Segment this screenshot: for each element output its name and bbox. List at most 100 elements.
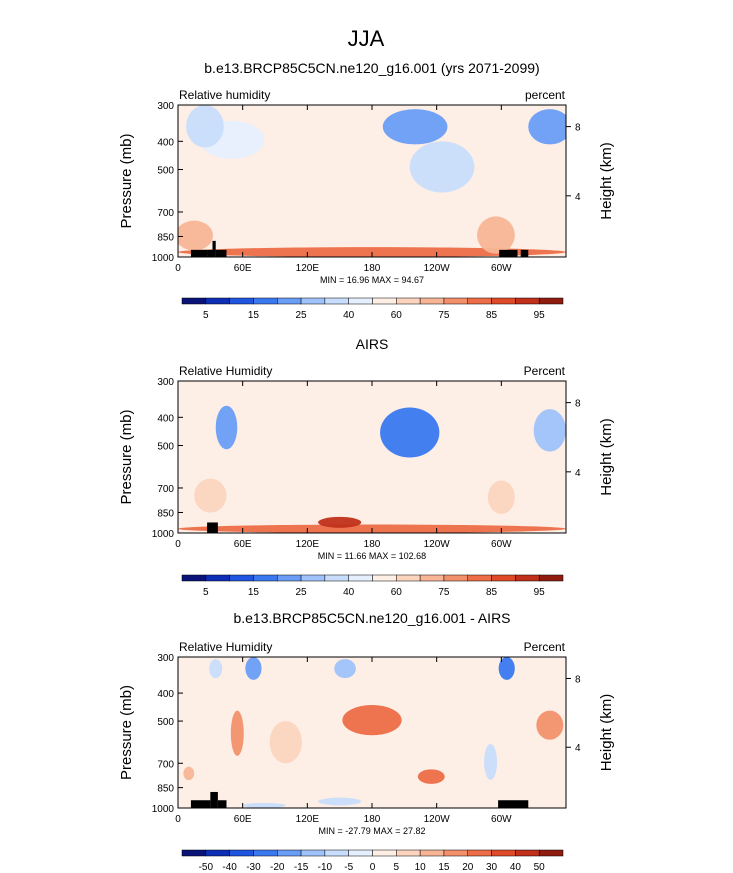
colorbar-swatch: [277, 297, 302, 305]
colorbar-label: 95: [534, 310, 546, 321]
colorbar-swatch: [348, 574, 373, 582]
height-tick-label: 8: [575, 399, 581, 410]
field-feature: [380, 407, 440, 458]
x-tick-label: 120E: [296, 814, 320, 825]
colorbar-swatch: [372, 849, 397, 857]
y-tick-label: 850: [157, 508, 174, 519]
height-tick-label: 4: [575, 468, 581, 479]
field-feature: [342, 705, 402, 736]
colorbar-label: -30: [246, 862, 261, 873]
height-tick-label: 8: [575, 123, 581, 134]
left-label: Relative Humidity: [179, 640, 272, 654]
x-tick-label: 120E: [296, 539, 320, 550]
colorbar-swatch: [277, 849, 302, 857]
colorbar-label: 40: [510, 862, 522, 873]
colorbar-swatch: [229, 297, 254, 305]
y-tick-label: 500: [157, 165, 174, 176]
colorbar-swatch: [300, 574, 326, 582]
panel-title: b.e13.BRCP85C5CN.ne120_g16.001 - AIRS: [233, 610, 510, 626]
colorbar-label: 25: [296, 587, 308, 598]
colorbar-swatch: [348, 297, 373, 305]
colorbar-swatch: [324, 574, 349, 582]
min-max-stats: MIN = 11.66 MAX = 102.68: [318, 551, 426, 561]
colorbar-swatch: [205, 297, 230, 305]
colorbar-label: 60: [391, 587, 403, 598]
terrain-block: [190, 800, 211, 808]
y-tick-label: 400: [157, 137, 174, 148]
y-tick-label: 500: [157, 441, 174, 452]
y-tick-label: 1000: [152, 253, 175, 264]
x-tick-label: 60E: [234, 263, 252, 274]
colorbar-swatch: [372, 297, 397, 305]
terrain-block: [498, 800, 529, 808]
y-tick-label: 1000: [152, 529, 175, 540]
colorbar-swatch: [515, 574, 540, 582]
colorbar-swatch: [396, 297, 421, 305]
field-feature: [318, 797, 362, 806]
y-tick-label: 850: [157, 232, 174, 243]
x-tick-label: 180: [364, 263, 381, 274]
x-tick-label: 180: [364, 539, 381, 550]
x-tick-label: 120W: [424, 539, 451, 550]
colorbar-label: 40: [343, 310, 355, 321]
colorbar-swatch: [467, 574, 492, 582]
colorbar-label: 60: [391, 310, 403, 321]
colorbar-swatch: [324, 297, 349, 305]
colorbar-label: 40: [343, 587, 355, 598]
y-tick-label: 400: [157, 413, 174, 424]
colorbar-label: 95: [534, 587, 546, 598]
panel-3: b.e13.BRCP85C5CN.ne120_g16.001 - AIRS Rel…: [118, 610, 615, 873]
colorbar-swatch: [491, 297, 516, 305]
colorbar-swatch: [443, 849, 468, 857]
y-tick-label: 300: [157, 653, 174, 664]
terrain-block: [207, 249, 213, 257]
field-feature: [323, 163, 346, 233]
colorbar-swatch: [205, 574, 230, 582]
colorbar-label: -40: [222, 862, 237, 873]
field-feature: [528, 109, 566, 145]
y-tick-label: 700: [157, 208, 174, 219]
terrain-block: [210, 791, 218, 808]
colorbar-label: 0: [370, 862, 376, 873]
colorbar-swatch: [515, 849, 540, 857]
colorbar-swatch: [253, 849, 278, 857]
colorbar-label: 15: [248, 587, 260, 598]
colorbar-swatch: [253, 297, 278, 305]
field-feature: [209, 659, 223, 679]
x-tick-label: 0: [175, 539, 181, 550]
y-axis-label-right: Height (km): [598, 142, 615, 220]
colorbar-label: 85: [486, 310, 498, 321]
colorbar-label: -15: [294, 862, 309, 873]
field-feature: [230, 710, 244, 756]
height-tick-label: 4: [575, 743, 581, 754]
colorbar-label: 25: [296, 310, 308, 321]
field-feature: [242, 802, 286, 808]
x-tick-label: 120W: [424, 263, 451, 274]
panel-1: b.e13.BRCP85C5CN.ne120_g16.001 (yrs 2071…: [118, 60, 615, 321]
colorbar-swatch: [253, 574, 278, 582]
right-label: Percent: [524, 364, 566, 378]
colorbar-swatch: [443, 297, 468, 305]
colorbar-swatch: [515, 297, 540, 305]
y-axis-label: Pressure (mb): [118, 133, 135, 228]
field-feature: [183, 766, 195, 781]
left-label: Relative humidity: [179, 88, 270, 102]
colorbar-swatch: [229, 574, 254, 582]
colorbar-swatch: [467, 297, 492, 305]
field-feature: [245, 657, 262, 680]
colorbar-label: -5: [344, 862, 353, 873]
field-feature: [417, 769, 445, 784]
x-tick-label: 60E: [234, 814, 252, 825]
y-tick-label: 300: [157, 377, 174, 388]
terrain-block: [520, 249, 529, 257]
field-feature: [318, 516, 362, 528]
terrain-block: [217, 800, 227, 808]
x-tick-label: 60E: [234, 539, 252, 550]
y-tick-label: 700: [157, 759, 174, 770]
colorbar-swatch: [324, 849, 349, 857]
y-axis-label-right: Height (km): [598, 694, 615, 772]
colorbar-swatch: [396, 849, 421, 857]
colorbar-swatch: [538, 574, 564, 582]
field-feature: [498, 657, 515, 680]
colorbar-swatch: [491, 574, 516, 582]
